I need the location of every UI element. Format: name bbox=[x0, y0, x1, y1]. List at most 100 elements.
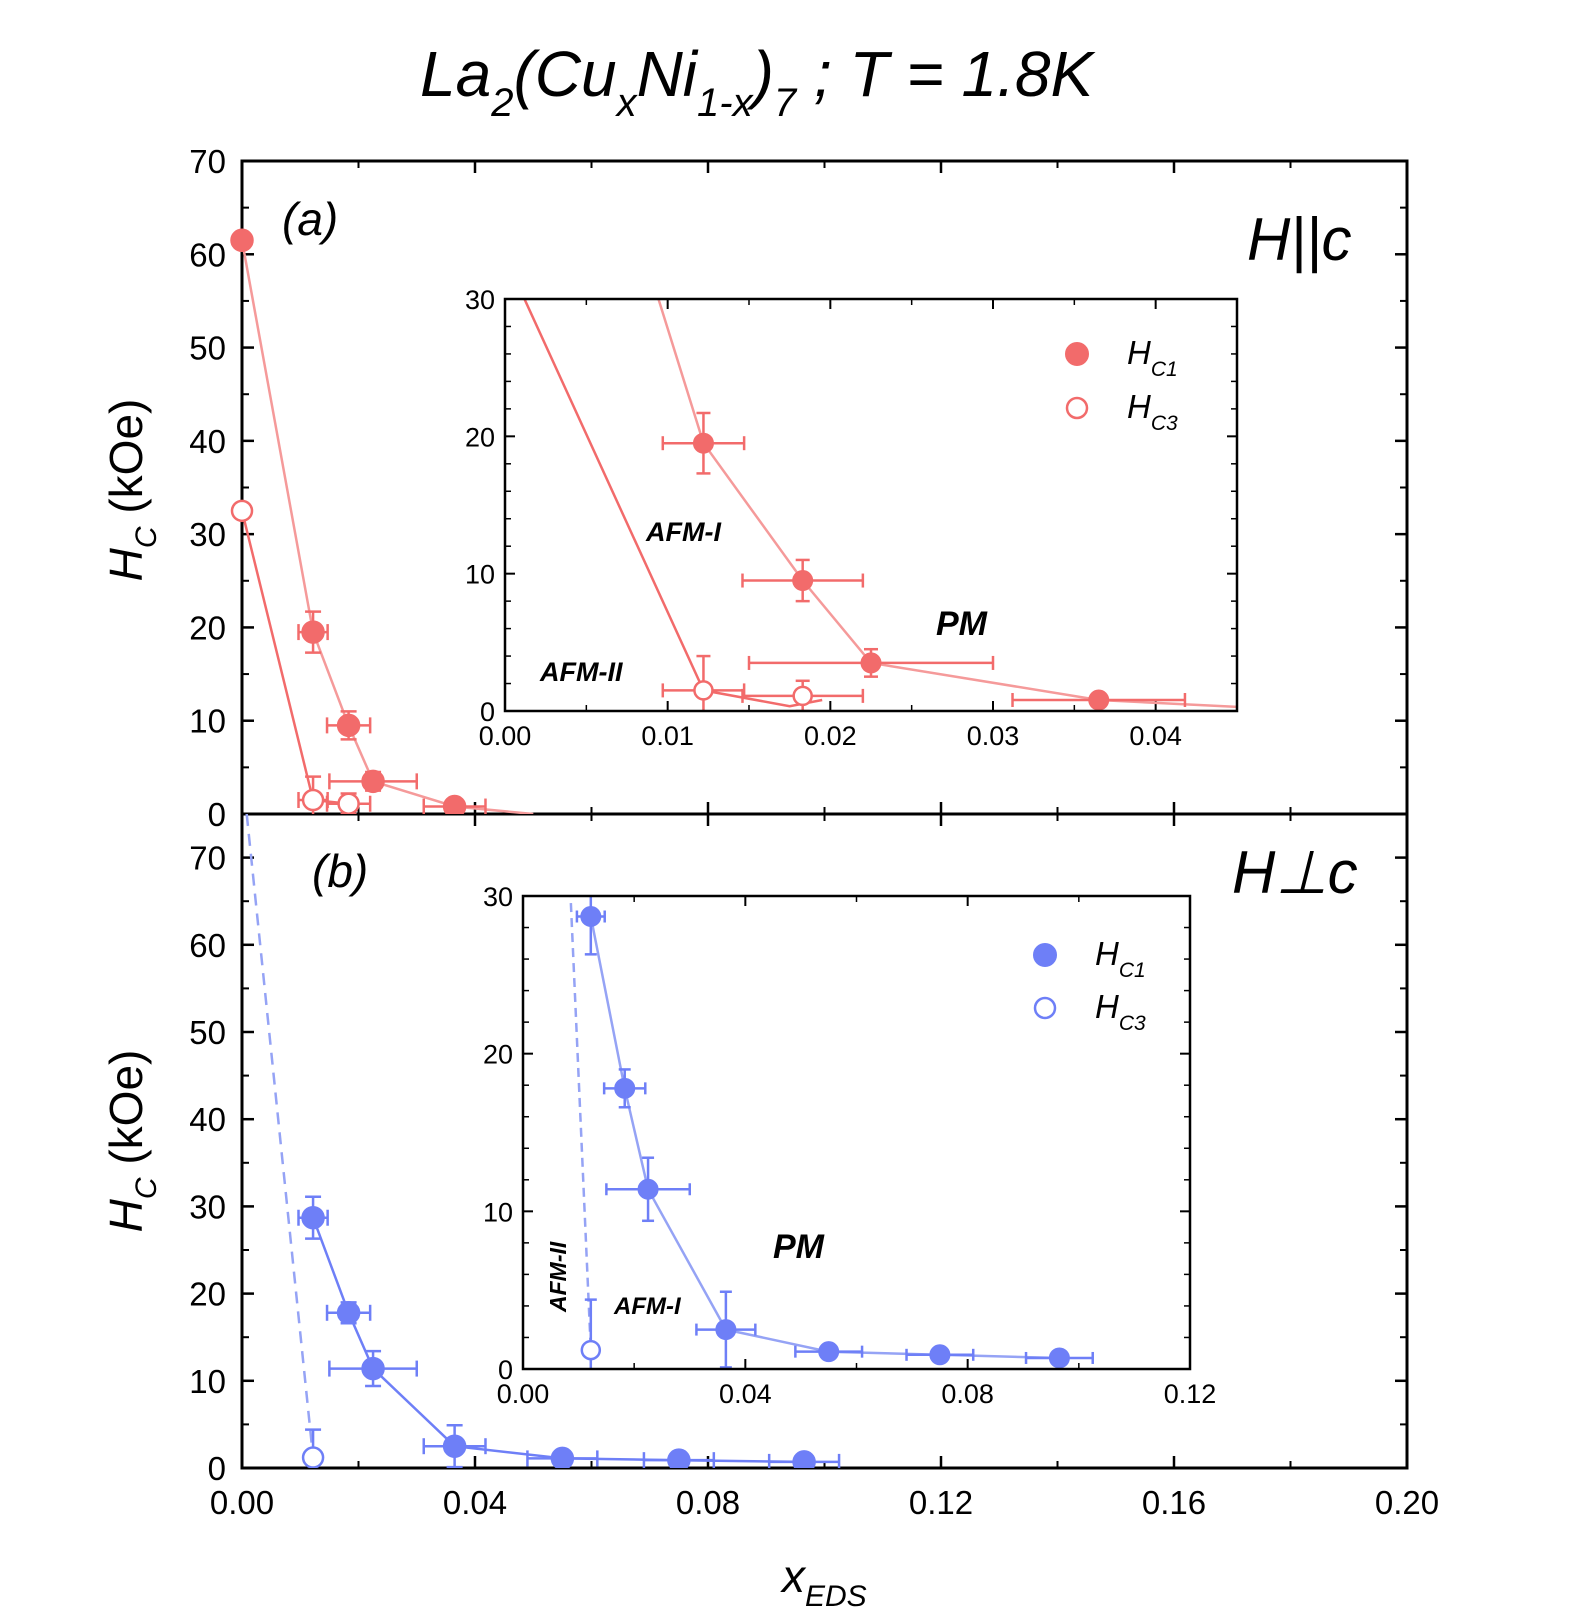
legend-b-hc1-marker bbox=[1033, 943, 1057, 967]
inset-point-HC1 bbox=[929, 1344, 951, 1366]
region-label-afm-ii-b: AFM-II bbox=[545, 1241, 571, 1313]
inset-point-HC1 bbox=[614, 1077, 636, 1099]
data-point-HC1 bbox=[361, 769, 385, 794]
inset-y-tick-label: 10 bbox=[483, 1197, 513, 1227]
region-label-afm-ii: AFM-II bbox=[539, 657, 623, 687]
y-tick-label: 10 bbox=[189, 703, 226, 740]
inset-y-tick-label: 20 bbox=[483, 1040, 513, 1070]
inset-point-HC3 bbox=[580, 1339, 602, 1361]
y-tick-label: 60 bbox=[189, 927, 226, 964]
inset-y-tick-label: 0 bbox=[498, 1355, 513, 1385]
y-tick-label: 30 bbox=[189, 516, 226, 553]
inset-x-tick-label: 0.00 bbox=[479, 721, 532, 751]
data-point-HC1 bbox=[442, 794, 467, 814]
y-tick-label: 50 bbox=[189, 1014, 226, 1051]
data-point-HC1 bbox=[792, 1450, 816, 1468]
data-point-HC3 bbox=[301, 788, 325, 812]
inset-b-border bbox=[521, 894, 1192, 1371]
inset-point-HC3 bbox=[693, 680, 714, 701]
x-axis-label: xEDS bbox=[780, 1550, 867, 1613]
legend-a-hc3-label: HC3 bbox=[1127, 388, 1178, 435]
inset-phase-boundary bbox=[569, 896, 593, 1351]
data-point-HC1 bbox=[361, 1356, 385, 1381]
inset-x-tick-label: 0.03 bbox=[967, 721, 1020, 751]
inset-point-HC1 bbox=[715, 1319, 737, 1341]
region-label-pm: PM bbox=[936, 605, 988, 643]
inset-point-HC1 bbox=[818, 1341, 840, 1363]
y-tick-label: 60 bbox=[189, 236, 226, 273]
inset-x-tick-label: 0.02 bbox=[804, 721, 857, 751]
x-tick-labels: 0.00 0.04 0.08 0.12 0.16 0.20 bbox=[210, 1484, 1439, 1521]
panel-b-axes: 0 10 20 30 40 50 60 70 bbox=[189, 814, 1409, 1487]
inset-point-HC1 bbox=[637, 1178, 659, 1200]
inset-point-HC1 bbox=[1048, 1347, 1070, 1369]
region-label-afm-i: AFM-I bbox=[645, 517, 721, 547]
inset-point-HC3 bbox=[792, 685, 813, 707]
panel-label-b: (b) bbox=[312, 845, 368, 897]
panel-a-data bbox=[230, 228, 534, 814]
data-point-HC3 bbox=[337, 792, 360, 814]
inset-point-HC1 bbox=[692, 432, 714, 454]
inset-b: 0 10 20 30 0.00 0.04 0.08 0.12 bbox=[483, 882, 1217, 1409]
data-point-HC3 bbox=[301, 1446, 325, 1468]
data-point-HC1 bbox=[336, 1301, 361, 1325]
panel-b-series bbox=[245, 814, 841, 1468]
data-point-HC1 bbox=[301, 620, 325, 644]
legend-a-hc3-marker bbox=[1065, 396, 1089, 420]
y-tick-label: 20 bbox=[189, 1276, 226, 1313]
legend-a-hc1-marker bbox=[1065, 342, 1089, 366]
x-tick-label: 0.16 bbox=[1142, 1484, 1206, 1521]
inset-point-HC1 bbox=[580, 905, 602, 927]
data-point-HC1 bbox=[667, 1448, 691, 1468]
y-tick-label: 30 bbox=[189, 1188, 226, 1225]
data-point-HC1 bbox=[230, 228, 254, 253]
panel-label-a: (a) bbox=[282, 193, 338, 245]
y-tick-label: 20 bbox=[189, 609, 226, 646]
inset-y-tick-label: 10 bbox=[465, 560, 495, 590]
inset-point-HC1 bbox=[1088, 689, 1110, 711]
inset-x-tick-label: 0.12 bbox=[1164, 1379, 1217, 1409]
inset-point-HC1 bbox=[860, 652, 882, 674]
inset-x-tick-label: 0.08 bbox=[941, 1379, 994, 1409]
inset-y-tick-label: 20 bbox=[465, 422, 495, 452]
x-tick-label: 0.08 bbox=[676, 1484, 740, 1521]
inset-a-region-labels: AFM-I AFM-II PM bbox=[539, 517, 988, 687]
legend-a: HC1 HC3 bbox=[1065, 334, 1178, 435]
data-point-HC1 bbox=[301, 1205, 325, 1230]
legend-b-hc3-marker bbox=[1033, 996, 1057, 1020]
legend-b-hc1-label: HC1 bbox=[1095, 935, 1146, 982]
inset-a: 0 10 20 30 0.00 0.01 0.02 0.03 0.04 bbox=[465, 285, 1237, 751]
field-label-b: H⊥c bbox=[1232, 839, 1358, 906]
region-label-pm-b: PM bbox=[773, 1228, 825, 1266]
inset-line-HC1 bbox=[657, 299, 1237, 709]
data-point-HC1 bbox=[442, 1434, 467, 1458]
x-tick-label: 0.00 bbox=[210, 1484, 274, 1521]
data-point-HC3 bbox=[230, 499, 254, 523]
panel-a-series bbox=[230, 228, 534, 814]
legend-b: HC1 HC3 bbox=[1033, 935, 1146, 1035]
x-tick-label: 0.20 bbox=[1375, 1484, 1439, 1521]
y-axis-label-b: HC (kOe) bbox=[100, 1050, 163, 1233]
phase-boundary-line bbox=[245, 814, 315, 1458]
y-tick-label: 70 bbox=[189, 840, 226, 877]
inset-y-tick-label: 0 bbox=[480, 697, 495, 727]
y-tick-label: 0 bbox=[208, 1450, 226, 1487]
data-point-HC1 bbox=[336, 713, 361, 738]
inset-x-tick-label: 0.01 bbox=[641, 721, 694, 751]
y-axis-label-a: HC (kOe) bbox=[100, 399, 163, 582]
inset-b-region-labels: AFM-II AFM-I PM bbox=[545, 1228, 825, 1320]
inset-series bbox=[523, 299, 1237, 711]
inset-a-frame bbox=[505, 299, 1237, 711]
y-tick-label: 70 bbox=[189, 143, 226, 180]
data-point-HC1 bbox=[550, 1446, 575, 1468]
legend-b-hc3-label: HC3 bbox=[1095, 988, 1146, 1035]
field-label-a: H||c bbox=[1247, 206, 1352, 274]
inset-x-tick-label: 0.04 bbox=[719, 1379, 772, 1409]
y-tick-label: 40 bbox=[189, 1101, 226, 1138]
inset-series bbox=[569, 896, 1094, 1369]
y-tick-label: 50 bbox=[189, 330, 226, 367]
inset-x-tick-label: 0.00 bbox=[497, 1379, 550, 1409]
figure-title: La2(CuxNi1-x)7 ; T = 1.8K bbox=[420, 38, 1096, 125]
inset-point-HC1 bbox=[792, 570, 814, 592]
